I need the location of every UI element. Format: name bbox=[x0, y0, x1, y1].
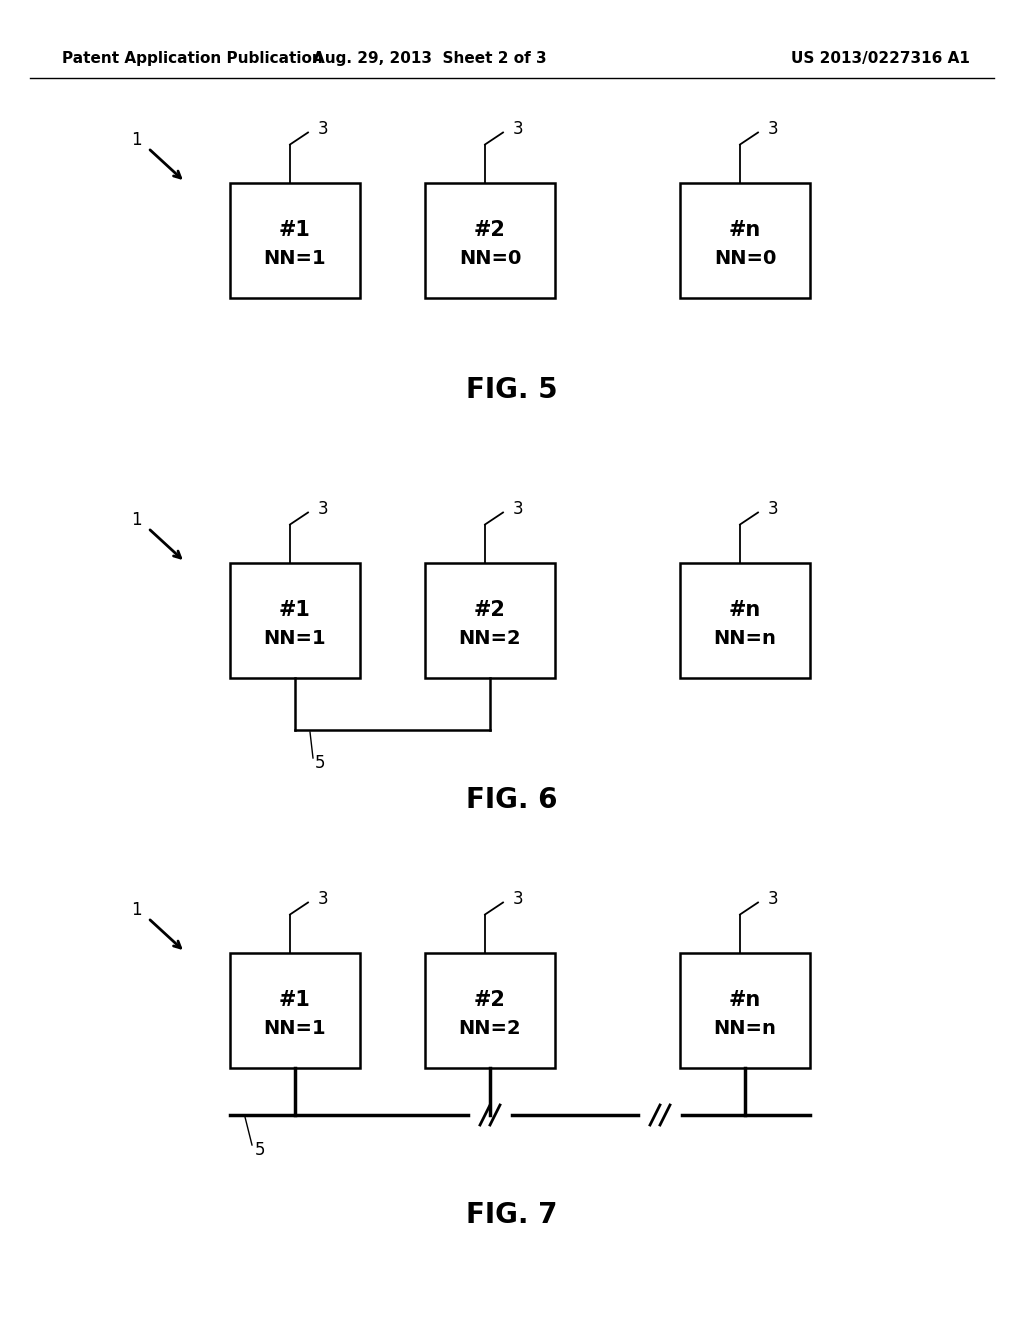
Text: #n: #n bbox=[729, 220, 761, 240]
Text: 3: 3 bbox=[513, 120, 523, 139]
Text: #n: #n bbox=[729, 990, 761, 1010]
Text: 5: 5 bbox=[315, 754, 326, 772]
Text: 1: 1 bbox=[131, 511, 141, 529]
Text: #1: #1 bbox=[280, 990, 311, 1010]
Text: #1: #1 bbox=[280, 220, 311, 240]
Bar bbox=[680, 182, 810, 297]
Text: FIG. 5: FIG. 5 bbox=[466, 376, 558, 404]
Text: 3: 3 bbox=[513, 891, 523, 908]
Text: NN=1: NN=1 bbox=[264, 248, 327, 268]
Text: NN=2: NN=2 bbox=[459, 628, 521, 648]
Text: FIG. 7: FIG. 7 bbox=[466, 1201, 558, 1229]
Bar bbox=[230, 562, 360, 677]
Text: 1: 1 bbox=[131, 902, 141, 919]
Text: NN=n: NN=n bbox=[714, 1019, 776, 1038]
Text: 3: 3 bbox=[768, 500, 778, 519]
Text: NN=0: NN=0 bbox=[714, 248, 776, 268]
Bar bbox=[425, 562, 555, 677]
Text: FIG. 6: FIG. 6 bbox=[466, 785, 558, 814]
Text: 3: 3 bbox=[318, 500, 329, 519]
Text: 3: 3 bbox=[318, 120, 329, 139]
Text: 3: 3 bbox=[318, 891, 329, 908]
Text: #1: #1 bbox=[280, 601, 311, 620]
Text: Patent Application Publication: Patent Application Publication bbox=[62, 50, 323, 66]
Text: 1: 1 bbox=[131, 131, 141, 149]
Bar bbox=[425, 182, 555, 297]
Text: 3: 3 bbox=[768, 120, 778, 139]
Text: NN=n: NN=n bbox=[714, 628, 776, 648]
Text: #2: #2 bbox=[474, 990, 506, 1010]
Text: 5: 5 bbox=[255, 1140, 265, 1159]
Text: 3: 3 bbox=[513, 500, 523, 519]
Text: 3: 3 bbox=[768, 891, 778, 908]
Text: #2: #2 bbox=[474, 601, 506, 620]
Bar bbox=[680, 953, 810, 1068]
Bar bbox=[230, 182, 360, 297]
Text: NN=1: NN=1 bbox=[264, 1019, 327, 1038]
Bar bbox=[425, 953, 555, 1068]
Text: NN=0: NN=0 bbox=[459, 248, 521, 268]
Text: NN=1: NN=1 bbox=[264, 628, 327, 648]
Bar bbox=[230, 953, 360, 1068]
Text: #2: #2 bbox=[474, 220, 506, 240]
Bar bbox=[680, 562, 810, 677]
Text: US 2013/0227316 A1: US 2013/0227316 A1 bbox=[792, 50, 970, 66]
Text: NN=2: NN=2 bbox=[459, 1019, 521, 1038]
Text: #n: #n bbox=[729, 601, 761, 620]
Text: Aug. 29, 2013  Sheet 2 of 3: Aug. 29, 2013 Sheet 2 of 3 bbox=[313, 50, 547, 66]
